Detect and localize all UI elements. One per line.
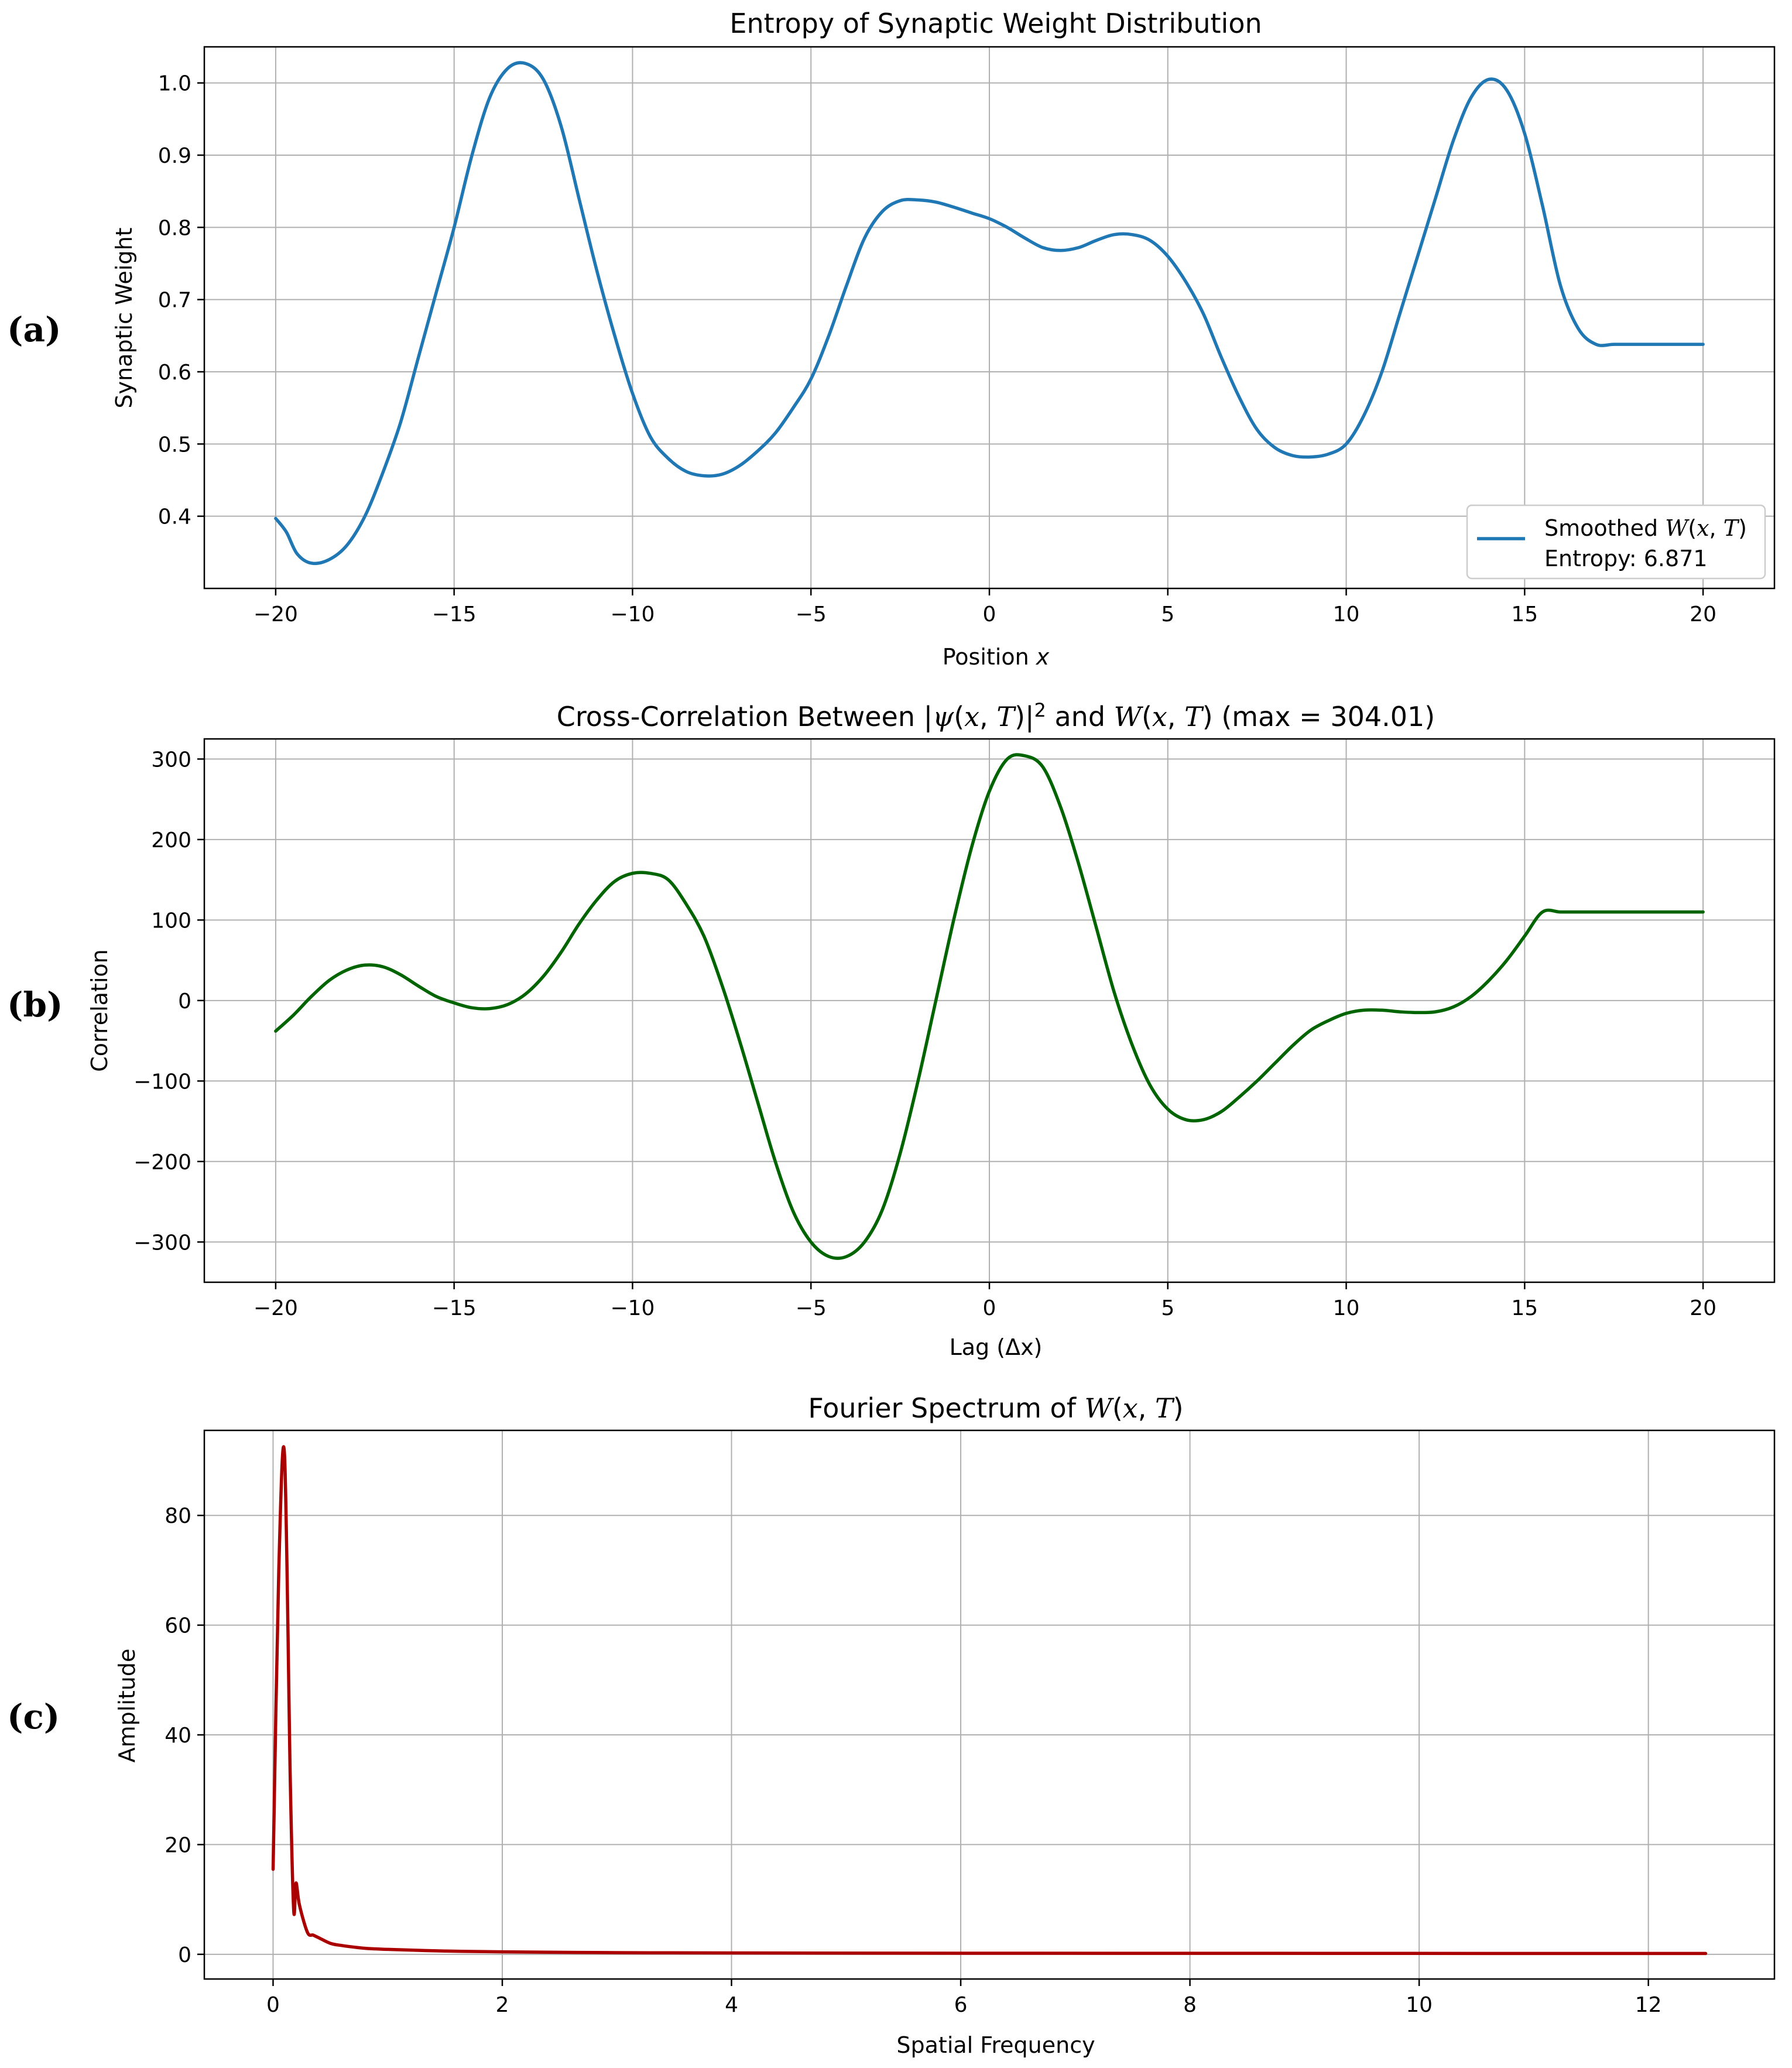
- chart-a-ylabel: Synaptic Weight: [111, 228, 137, 409]
- y-tick-label: 0.4: [158, 505, 191, 529]
- x-tick-label: 15: [1511, 1296, 1538, 1320]
- chart-c: (c) Fourier Spectrum of W(x, T) 0 2 4 6 8 10 1…: [7, 1392, 1776, 2058]
- chart-b-grid: [204, 739, 1774, 1282]
- x-tick-label: 2: [496, 1993, 509, 2017]
- chart-a-series: [274, 61, 1705, 566]
- x-tick-label: 5: [1161, 602, 1174, 626]
- y-tick-label: 1.0: [158, 72, 191, 96]
- y-tick-label: 0.6: [158, 361, 191, 385]
- x-tick-label: 6: [954, 1993, 968, 2017]
- panel-label-b: (b): [7, 985, 63, 1025]
- y-tick-label: −300: [133, 1231, 191, 1255]
- chart-a-xticks: −20 −15 −10 −5 0 5 10 15 20: [253, 588, 1716, 626]
- legend-entry-entropy: Entropy: 6.871: [1544, 546, 1708, 571]
- y-tick-label: 0: [178, 990, 191, 1014]
- x-tick-label: −5: [796, 1296, 827, 1320]
- x-tick-label: 0: [983, 602, 996, 626]
- chart-c-series: [271, 1445, 1708, 1956]
- x-tick-label: 0: [983, 1296, 996, 1320]
- y-tick-label: 20: [165, 1833, 191, 1857]
- chart-a: (a) Entropy of Synaptic Weight Distribut…: [7, 8, 1776, 670]
- series-line: [274, 61, 1705, 566]
- y-tick-label: 0.5: [158, 433, 191, 457]
- chart-b-series: [274, 753, 1705, 1260]
- y-tick-label: 200: [151, 828, 191, 852]
- chart-c-title: Fourier Spectrum of W(x, T): [808, 1392, 1183, 1424]
- chart-b-xticks: −20 −15 −10 −5 0 5 10 15 20: [253, 1282, 1716, 1320]
- y-tick-label: 0.9: [158, 144, 191, 168]
- chart-b-yticks: −300 −200 −100 0 100 200 300: [133, 748, 204, 1255]
- chart-a-yticks: 0.4 0.5 0.6 0.7 0.8 0.9 1.0: [158, 72, 204, 529]
- y-tick-label: 0.8: [158, 216, 191, 240]
- series-line: [274, 753, 1705, 1260]
- chart-b-title: Cross-Correlation Between |ψ(x, T)|2 and…: [557, 699, 1435, 733]
- x-tick-label: 5: [1161, 1296, 1174, 1320]
- chart-b: (b) Cross-Correlation Between |ψ(x, T)|2…: [7, 699, 1776, 1360]
- x-tick-label: −15: [432, 1296, 477, 1320]
- y-tick-label: 100: [151, 909, 191, 933]
- y-tick-label: 40: [165, 1724, 191, 1748]
- y-tick-label: −200: [133, 1151, 191, 1175]
- chart-c-xlabel: Spatial Frequency: [896, 2032, 1095, 2058]
- panel-label-c: (c): [7, 1697, 60, 1737]
- panel-label-a: (a): [7, 310, 61, 350]
- legend-box: [1466, 504, 1766, 580]
- chart-a-grid: [204, 47, 1774, 588]
- x-tick-label: 0: [266, 1993, 280, 2017]
- chart-c-xticks: 0 2 4 6 8 10 12: [266, 1979, 1662, 2017]
- x-tick-label: 20: [1690, 1296, 1716, 1320]
- chart-c-plot-frame: [203, 1429, 1776, 1980]
- x-tick-label: −5: [796, 602, 827, 626]
- chart-c-yticks: 0 20 40 60 80: [165, 1504, 204, 1967]
- y-tick-label: −100: [133, 1070, 191, 1094]
- chart-a-xlabel: Position x: [943, 644, 1050, 670]
- y-tick-label: 0: [178, 1943, 191, 1967]
- y-tick-label: 0.7: [158, 289, 191, 313]
- x-tick-label: −10: [610, 602, 655, 626]
- y-tick-label: 60: [165, 1614, 191, 1638]
- chart-b-xlabel: Lag (Δx): [950, 1334, 1043, 1360]
- chart-b-ylabel: Correlation: [87, 949, 112, 1072]
- x-tick-label: 8: [1183, 1993, 1197, 2017]
- legend-entry-series: Smoothed W(x, T): [1544, 515, 1747, 541]
- x-tick-label: 12: [1635, 1993, 1662, 2017]
- chart-a-title: Entropy of Synaptic Weight Distribution: [729, 8, 1262, 39]
- x-tick-label: 20: [1690, 602, 1716, 626]
- x-tick-label: 10: [1333, 602, 1360, 626]
- x-tick-label: 10: [1406, 1993, 1433, 2017]
- x-tick-label: 15: [1511, 602, 1538, 626]
- x-tick-label: −15: [432, 602, 477, 626]
- chart-c-ylabel: Amplitude: [114, 1649, 140, 1763]
- x-tick-label: −20: [253, 1296, 298, 1320]
- x-tick-label: −10: [610, 1296, 655, 1320]
- x-tick-label: 4: [725, 1993, 738, 2017]
- y-tick-label: 300: [151, 748, 191, 772]
- x-tick-label: −20: [253, 602, 298, 626]
- series-line: [271, 1445, 1708, 1956]
- x-tick-label: 10: [1333, 1296, 1360, 1320]
- chart-a-legend: Smoothed W(x, T) Entropy: 6.871: [1466, 504, 1766, 580]
- y-tick-label: 80: [165, 1504, 191, 1528]
